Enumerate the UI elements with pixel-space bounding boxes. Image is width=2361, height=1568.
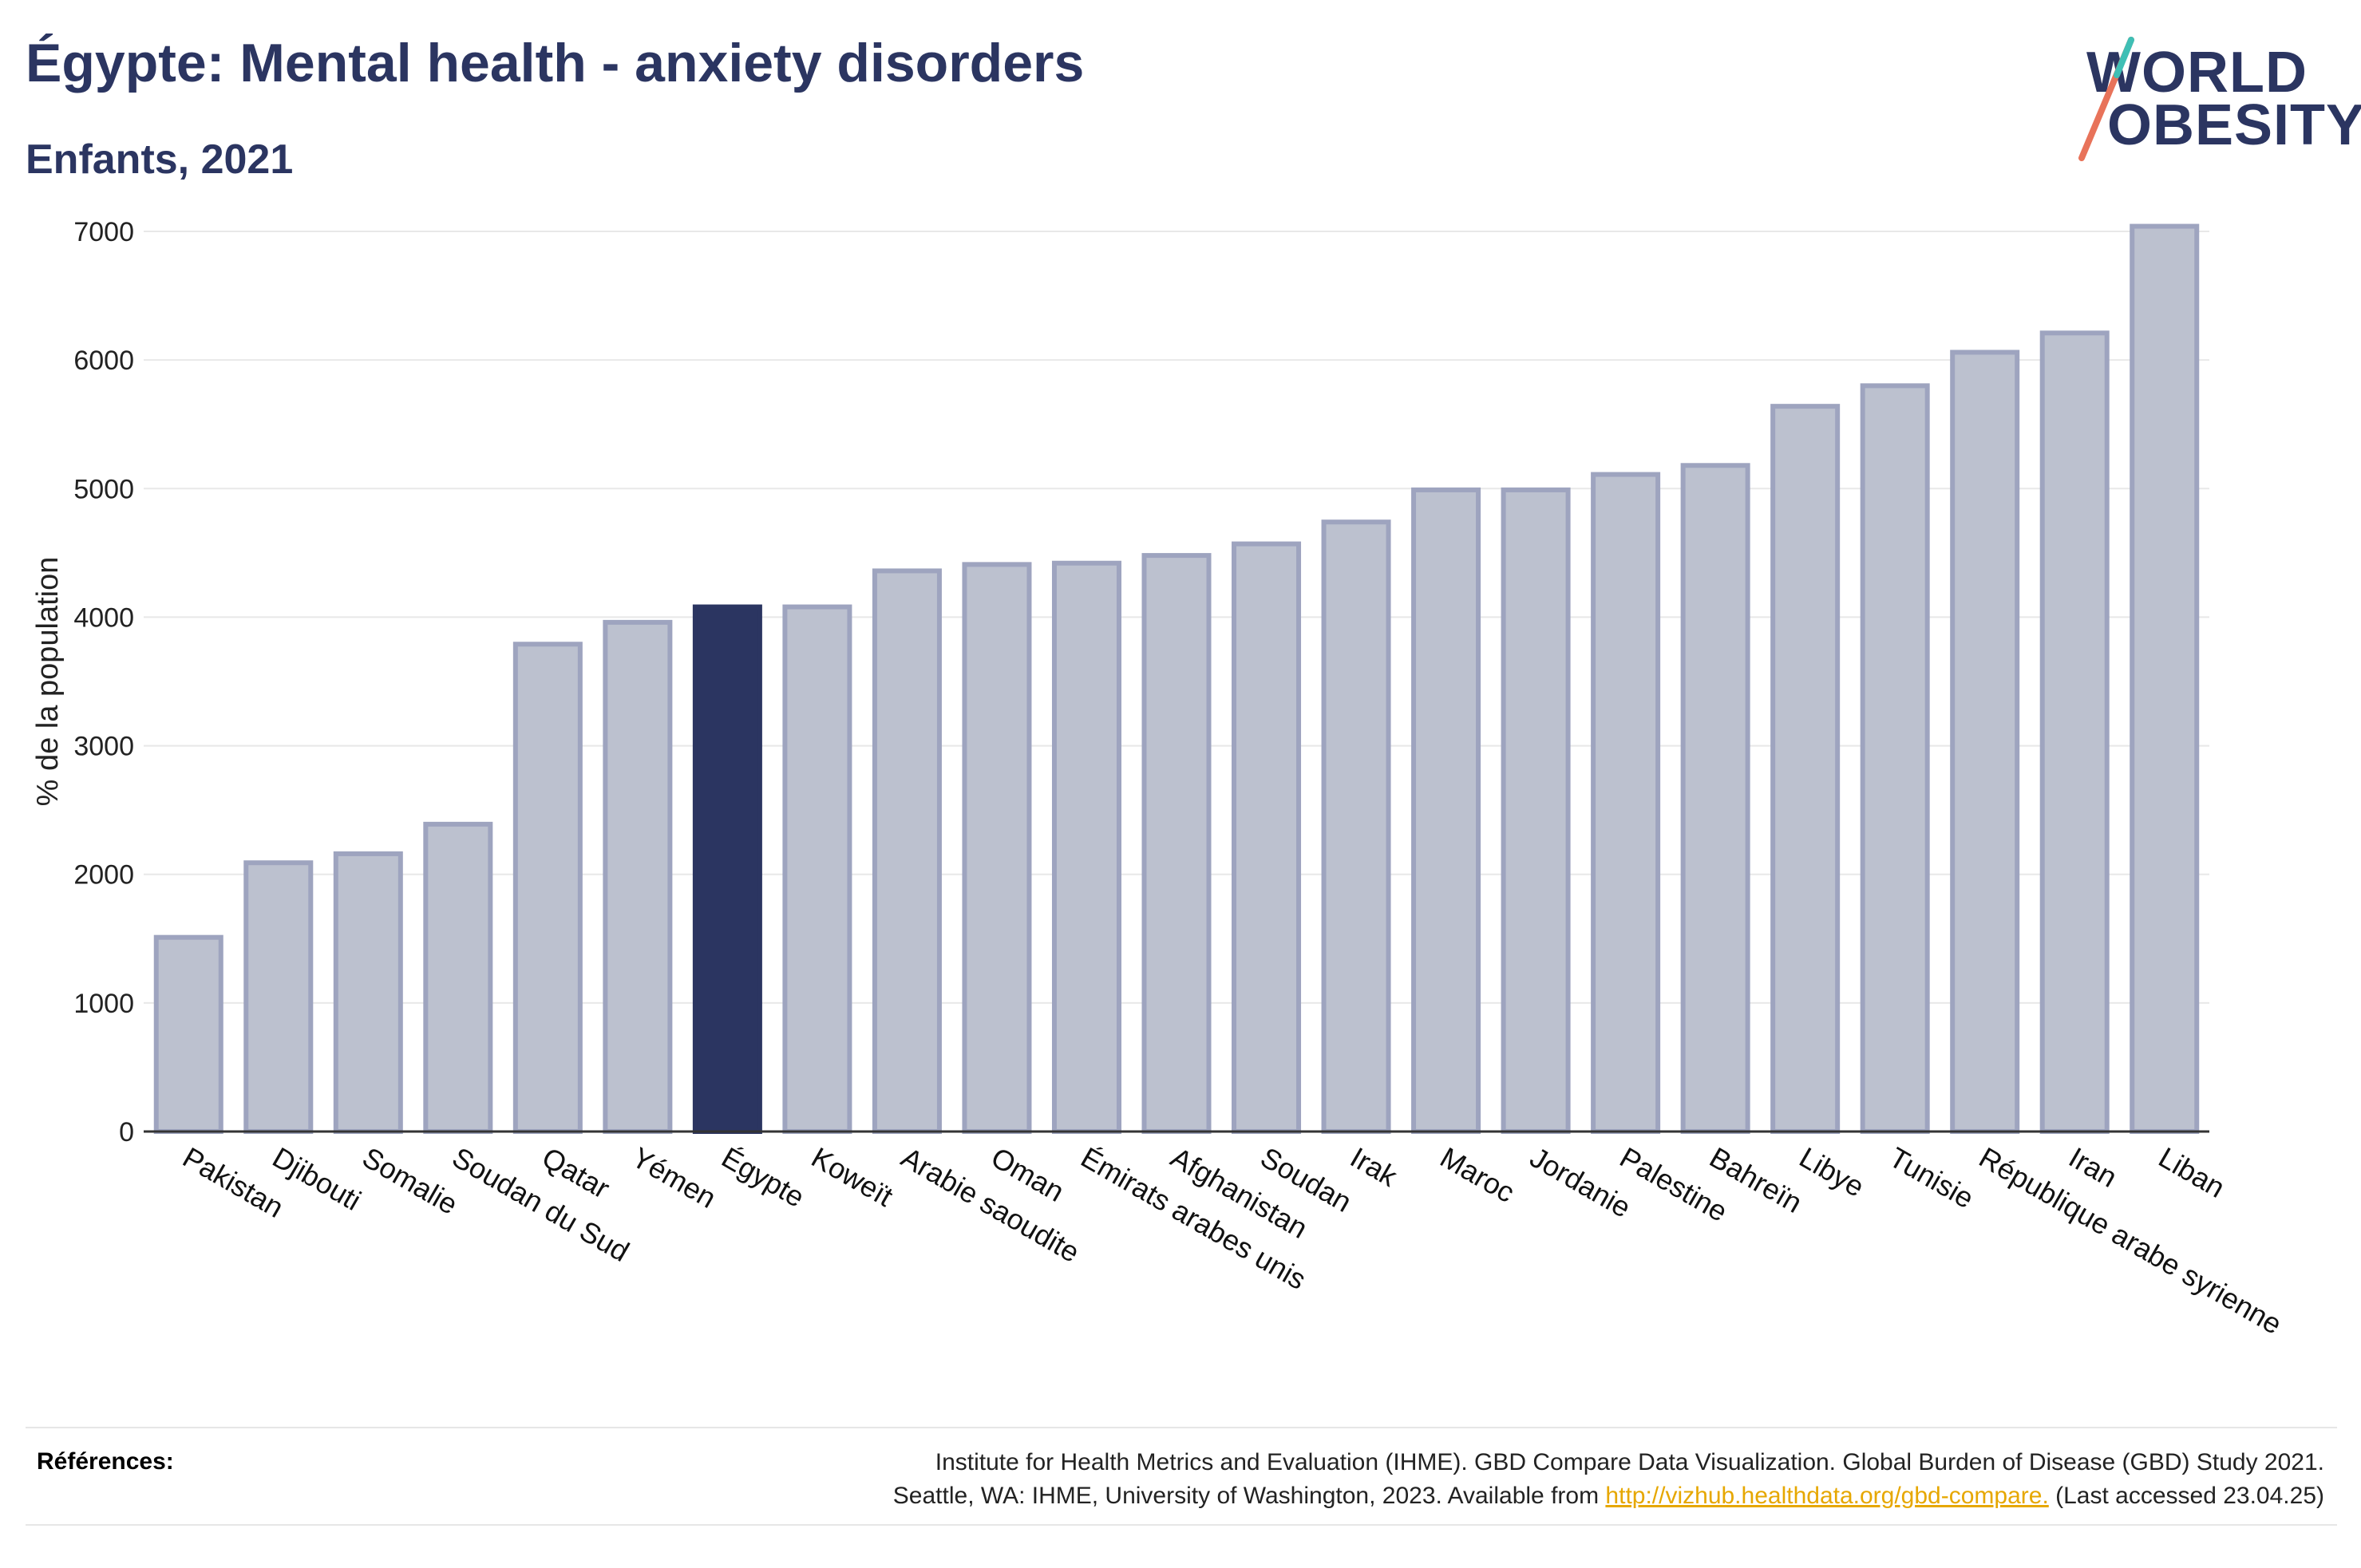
references-top-rule: [26, 1427, 2337, 1428]
y-tick-label: 1000: [73, 989, 134, 1019]
y-tick-label: 7000: [73, 217, 134, 247]
bar: [1591, 472, 1661, 1134]
chart-subtitle: Enfants, 2021: [26, 136, 294, 183]
bar: [1501, 487, 1571, 1134]
references-text: Institute for Health Metrics and Evaluat…: [488, 1446, 2324, 1513]
x-tick-label: République arabe syrienne: [1974, 1140, 2288, 1341]
y-tick-label: 3000: [73, 732, 134, 762]
bar: [243, 860, 314, 1134]
bar: [1411, 487, 1481, 1134]
bar: [1860, 383, 1930, 1135]
bar: [1680, 463, 1750, 1134]
logo-slash-icon: [2078, 37, 2134, 161]
y-tick-label: 4000: [73, 602, 134, 633]
bar: [1321, 519, 1391, 1134]
references-line1: Institute for Health Metrics and Evaluat…: [935, 1449, 2324, 1475]
x-tick-label: Pakistan: [177, 1140, 289, 1224]
bar: [1770, 404, 1841, 1134]
references-line2-before: Seattle, WA: IHME, University of Washing…: [892, 1483, 1600, 1509]
bar-highlight: [692, 604, 762, 1134]
y-axis-label: % de la population: [31, 557, 65, 807]
x-tick-label: Iran: [2063, 1140, 2122, 1194]
bar: [872, 568, 942, 1135]
bar: [333, 851, 403, 1135]
logo-text-obesity: OBESITY: [2107, 93, 2361, 157]
x-tick-label: Soudan du Sud: [447, 1140, 635, 1268]
bar: [1232, 541, 1302, 1134]
y-tick-label: 6000: [73, 346, 134, 376]
x-tick-label: Égypte: [716, 1140, 810, 1214]
bar: [782, 604, 852, 1134]
bar: [2130, 223, 2200, 1134]
references-bottom-rule: [26, 1524, 2337, 1526]
y-tick-label: 2000: [73, 860, 134, 891]
bar: [1950, 350, 2020, 1134]
x-tick-label: Irak: [1345, 1140, 1403, 1193]
x-tick-label: Koweït: [806, 1140, 899, 1213]
x-tick-label: Liban: [2153, 1140, 2231, 1204]
bar: [1051, 560, 1121, 1134]
bar: [423, 821, 493, 1135]
bar: [1141, 553, 1212, 1134]
y-tick-label: 5000: [73, 474, 134, 504]
bar: [962, 562, 1032, 1134]
x-tick-label: Jordanie: [1525, 1140, 1636, 1224]
bar: [603, 619, 673, 1134]
chart-title: Égypte: Mental health - anxiety disorder…: [26, 33, 1085, 93]
bar: [512, 642, 583, 1134]
bar: [2039, 330, 2110, 1134]
bar: [153, 934, 223, 1134]
y-tick-label: 0: [119, 1117, 134, 1147]
x-tick-label: Tunisie: [1884, 1140, 1979, 1215]
x-tick-label: Maroc: [1435, 1140, 1521, 1209]
x-tick-label: Somalie: [357, 1140, 463, 1221]
references-label: Références:: [37, 1448, 174, 1475]
bar-chart: 0 1000 2000 3000 4000 5000 6000 7000 % de la pop…: [31, 217, 2288, 1341]
world-obesity-logo: WORLD OBESITY: [2075, 32, 2361, 168]
x-tick-label: Yémen: [627, 1140, 722, 1215]
references-line2-after: (Last accessed 23.04.25): [2055, 1483, 2324, 1509]
references-link[interactable]: http://vizhub.healthdata.org/gbd-compare…: [1605, 1483, 2049, 1509]
